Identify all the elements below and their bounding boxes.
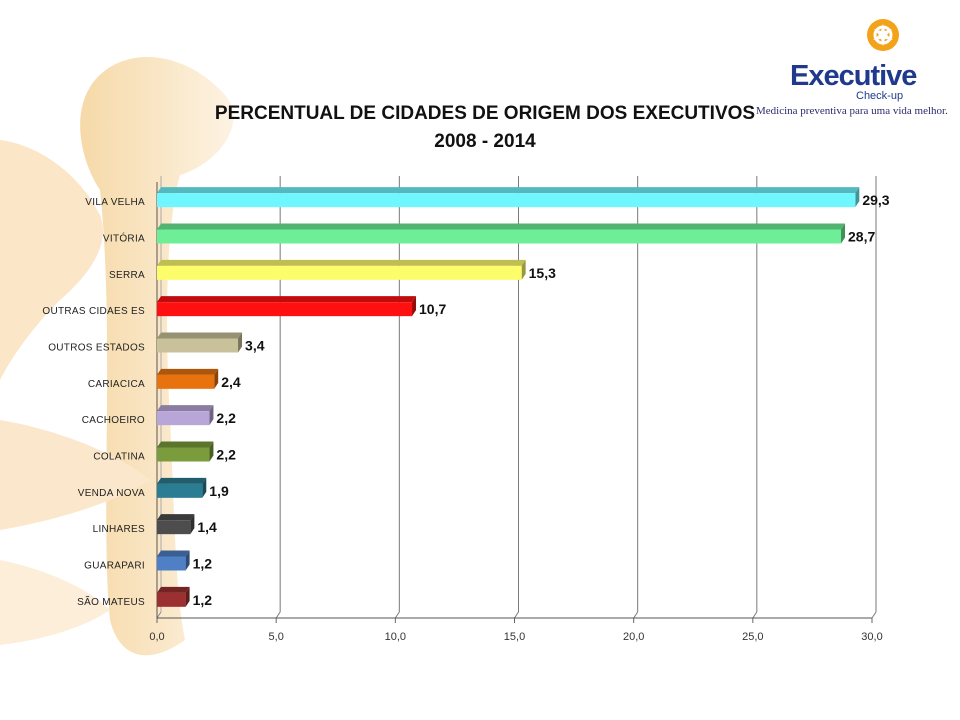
bar (157, 592, 186, 607)
category-label: CARIACICA (88, 379, 145, 390)
category-label: SERRA (109, 270, 145, 281)
gridline-floor (394, 611, 400, 619)
category-label: COLATINA (93, 452, 145, 463)
bar-side (209, 405, 214, 426)
data-label: 2,2 (216, 410, 236, 426)
category-label: LINHARES (93, 524, 145, 535)
gridline-floor (752, 611, 758, 619)
bar (157, 556, 186, 571)
category-label: VILA VELHA (85, 197, 145, 208)
brand-sub: Check-up (856, 90, 904, 102)
bar-side (855, 187, 860, 208)
data-label: 1,2 (193, 592, 213, 608)
executive-logo: Executive Check-up Medicina preventiva p… (750, 18, 955, 117)
x-tick-label: 5,0 (269, 631, 284, 643)
bar-top (157, 550, 190, 557)
bar-side (238, 332, 243, 353)
bar-top (157, 586, 190, 593)
category-label: SÃO MATEUS (77, 595, 145, 608)
bar (157, 447, 210, 462)
bar-top (157, 477, 207, 484)
x-tick-label: 25,0 (742, 631, 763, 643)
gridline-floor (275, 611, 281, 619)
chart-title-block: PERCENTUAL DE CIDADES DE ORIGEM DOS EXEC… (180, 100, 790, 156)
data-label: 2,2 (216, 447, 236, 463)
chart-title: PERCENTUAL DE CIDADES DE ORIGEM DOS EXEC… (214, 103, 756, 124)
bar-top (157, 332, 243, 339)
data-label: 1,4 (197, 519, 217, 535)
data-label: 15,3 (529, 265, 556, 281)
bar-side (190, 514, 195, 535)
x-tick-label: 0,0 (149, 631, 164, 643)
axis-floor-left (156, 611, 162, 619)
bar (157, 411, 210, 426)
bar (157, 374, 215, 389)
category-label: VENDA NOVA (78, 488, 145, 499)
bar (157, 483, 203, 498)
bar-side (185, 550, 190, 571)
gridline-floor (633, 611, 639, 619)
x-tick-label: 30,0 (861, 631, 882, 643)
bar-side (841, 223, 846, 244)
bar-top (157, 296, 417, 303)
data-label: 1,2 (193, 556, 213, 572)
data-label: 10,7 (419, 301, 446, 317)
category-label: CACHOEIRO (82, 415, 145, 426)
data-label: 28,7 (848, 229, 875, 245)
bar-top (157, 441, 214, 448)
bar (157, 302, 413, 317)
sunburst-logo-icon (867, 19, 899, 51)
gridline-floor (871, 611, 877, 619)
brand-name: Executive (790, 60, 917, 92)
bar-top (157, 514, 195, 521)
data-label: 29,3 (862, 192, 889, 208)
brand-tagline: Medicina preventiva para uma vida melhor… (756, 105, 948, 117)
bar (157, 520, 191, 535)
bar-side (202, 477, 207, 498)
data-label: 1,9 (209, 483, 229, 499)
x-tick-label: 15,0 (504, 631, 525, 643)
data-label: 3,4 (245, 338, 265, 354)
bar-top (157, 368, 219, 375)
category-label: VITÓRIA (103, 232, 145, 245)
bar-side (185, 586, 190, 607)
category-label: GUARAPARI (84, 561, 145, 572)
chart-subtitle: 2008 - 2014 (434, 131, 536, 152)
bar-top (157, 405, 214, 412)
x-tick-label: 20,0 (623, 631, 644, 643)
bar-side (209, 441, 214, 462)
bar-top (157, 259, 526, 266)
x-tick-label: 10,0 (385, 631, 406, 643)
bar-side (521, 259, 526, 280)
bar (157, 265, 522, 280)
bar-side (412, 296, 417, 317)
gridline-floor (514, 611, 519, 619)
bar (157, 229, 842, 244)
bar-top (157, 223, 846, 230)
bar-side (214, 368, 219, 389)
category-label: OUTRAS CIDAES ES (42, 306, 145, 317)
category-label: OUTROS ESTADOS (48, 343, 145, 354)
bar-top (157, 187, 860, 194)
data-label: 2,4 (221, 374, 241, 390)
bar (157, 193, 856, 208)
bar (157, 338, 239, 353)
